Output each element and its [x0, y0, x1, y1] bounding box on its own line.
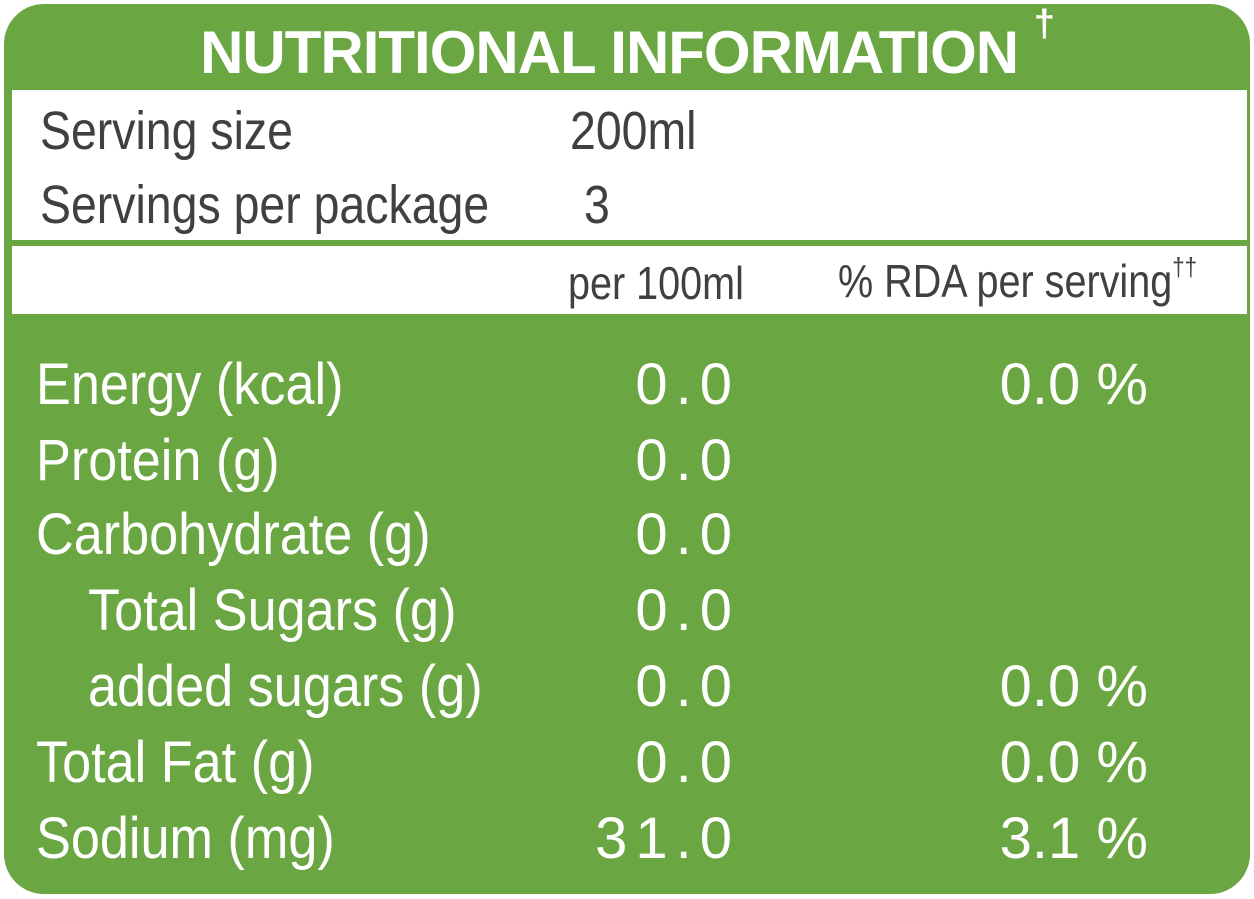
- nutrient-per100-sodium: 31.0: [595, 806, 740, 871]
- nutrient-label-sodium: Sodium (mg): [36, 806, 335, 871]
- nutrient-per100-added-sugars: 0.0: [635, 654, 740, 719]
- nutrient-label-total-sugars: Total Sugars (g): [88, 578, 457, 643]
- nutrient-per100-total-fat: 0.0: [635, 730, 740, 795]
- label-title: NUTRITIONAL INFORMATION †: [4, 4, 1250, 90]
- nutrient-label-carbohydrate: Carbohydrate (g): [36, 502, 431, 567]
- nutrient-rda-total-fat: 0.0 %: [999, 730, 1148, 795]
- per-100ml-header: per 100ml: [568, 257, 744, 309]
- serving-info-box: Serving size 200ml Servings per package …: [12, 90, 1247, 240]
- servings-per-package-label: Servings per package: [40, 175, 490, 235]
- nutrient-label-energy: Energy (kcal): [36, 352, 344, 417]
- nutrient-label-added-sugars: added sugars (g): [88, 654, 483, 719]
- nutrient-label-total-fat: Total Fat (g): [36, 730, 315, 795]
- title-footnote-mark: †: [1033, 4, 1055, 45]
- nutrient-per100-energy: 0.0: [635, 352, 740, 417]
- nutrition-label: NUTRITIONAL INFORMATION † Serving size 2…: [4, 4, 1250, 894]
- servings-per-package-value: 3: [584, 175, 610, 235]
- column-header-box: per 100ml % RDA per serving††: [12, 246, 1247, 314]
- nutrient-rda-sodium: 3.1 %: [999, 806, 1148, 871]
- serving-size-value: 200ml: [570, 101, 697, 161]
- nutrient-label-protein: Protein (g): [36, 428, 280, 493]
- rda-footnote-mark: ††: [1172, 252, 1198, 282]
- nutrient-per100-carbohydrate: 0.0: [635, 502, 740, 567]
- rda-header-text: % RDA per serving: [838, 255, 1173, 307]
- serving-size-label: Serving size: [40, 101, 293, 161]
- nutrient-per100-total-sugars: 0.0: [635, 578, 740, 643]
- nutrient-rda-added-sugars: 0.0 %: [999, 654, 1148, 719]
- nutrient-rda-energy: 0.0 %: [999, 352, 1148, 417]
- rda-header: % RDA per serving††: [838, 254, 1197, 307]
- nutrient-per100-protein: 0.0: [635, 428, 740, 493]
- title-text: NUTRITIONAL INFORMATION: [200, 19, 1019, 86]
